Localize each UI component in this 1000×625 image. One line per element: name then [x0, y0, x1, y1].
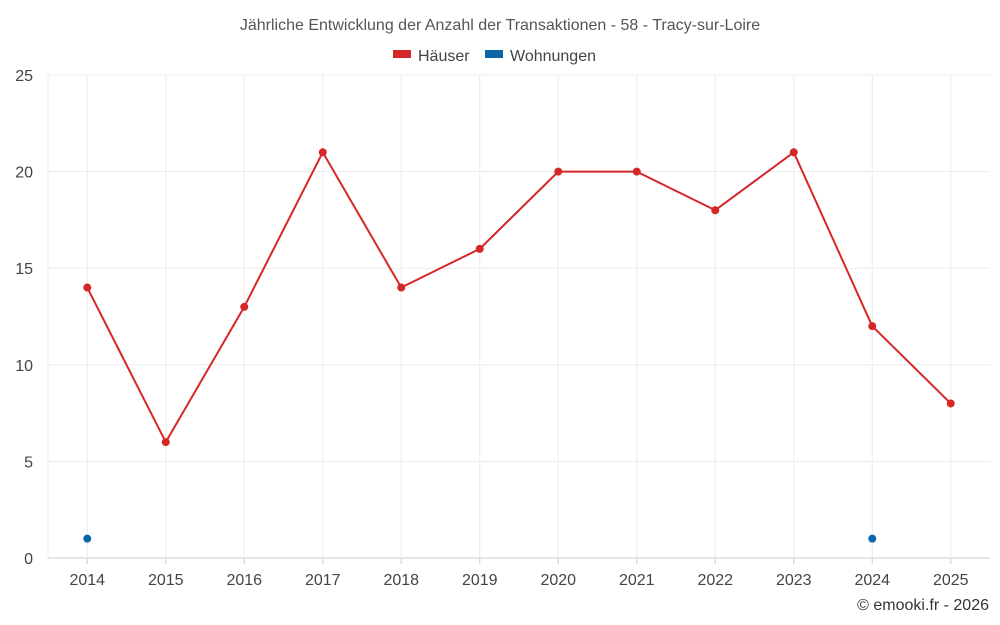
data-point-haeuser[interactable]: [161, 438, 170, 447]
x-tick-label: 2015: [148, 572, 184, 589]
data-point-haeuser[interactable]: [397, 283, 406, 292]
credit-text: © emooki.fr - 2026: [857, 597, 989, 614]
y-tick-label: 20: [15, 165, 33, 182]
data-point-haeuser[interactable]: [632, 167, 641, 176]
legend-swatch-wohnungen[interactable]: [485, 50, 503, 58]
series-layer: [83, 148, 955, 543]
data-point-haeuser[interactable]: [475, 244, 484, 253]
x-tick-label: 2022: [697, 572, 733, 589]
x-tick-label: 2016: [226, 572, 262, 589]
data-point-haeuser[interactable]: [946, 399, 955, 408]
x-tick-label: 2018: [383, 572, 419, 589]
y-tick-label: 5: [24, 454, 33, 471]
x-tick-label: 2020: [540, 572, 576, 589]
y-tick-label: 25: [15, 68, 33, 85]
series-line-haeuser: [86, 151, 952, 444]
x-tick-label: 2025: [933, 572, 969, 589]
x-tick-label: 2019: [462, 572, 498, 589]
data-point-haeuser[interactable]: [83, 283, 92, 292]
legend-label-wohnungen[interactable]: Wohnungen: [510, 48, 596, 65]
data-point-haeuser[interactable]: [711, 206, 720, 215]
chart-title: Jährliche Entwicklung der Anzahl der Tra…: [240, 17, 760, 34]
x-tick-label: 2023: [776, 572, 812, 589]
data-point-haeuser[interactable]: [318, 148, 327, 157]
data-point-haeuser[interactable]: [789, 148, 798, 157]
x-tick-label: 2024: [854, 572, 890, 589]
x-tick-label: 2017: [305, 572, 341, 589]
y-axis-ticks: 0 5 10 15 20 25: [15, 68, 33, 568]
data-point-haeuser[interactable]: [868, 322, 877, 331]
y-tick-label: 0: [24, 551, 33, 568]
y-tick-label: 10: [15, 358, 33, 375]
y-tick-label: 15: [15, 261, 33, 278]
x-tick-label: 2021: [619, 572, 655, 589]
legend-label-haeuser[interactable]: Häuser: [418, 48, 470, 65]
x-tick-label: 2014: [69, 572, 105, 589]
data-point-haeuser[interactable]: [554, 167, 563, 176]
legend: Häuser Wohnungen: [393, 48, 596, 65]
legend-swatch-haeuser[interactable]: [393, 50, 411, 58]
data-point-haeuser[interactable]: [240, 302, 249, 311]
data-point-wohnungen[interactable]: [868, 534, 877, 543]
x-axis-ticks: 2014 2015 2016 2017 2018 2019 2020 2021 2022 2023…: [69, 572, 968, 589]
grid: [47, 74, 990, 564]
data-point-wohnungen[interactable]: [83, 534, 92, 543]
